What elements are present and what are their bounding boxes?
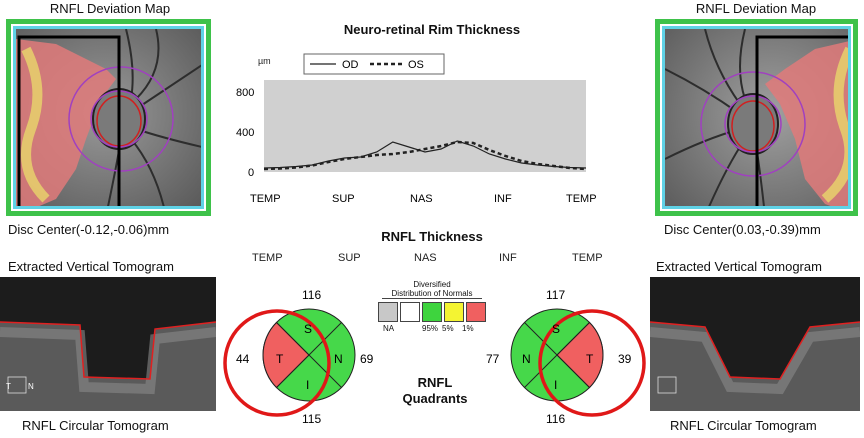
left-disc-center: Disc Center(-0.12,-0.06)mm: [8, 222, 170, 237]
swatch-na: [378, 302, 398, 322]
quadrants-title-2: Quadrants: [402, 391, 468, 406]
rim-thickness-chart: µm OD OS 800 400 0 TEMP SUP NAS INF TEMP: [236, 53, 597, 205]
os-sup-value: 117: [546, 288, 565, 302]
rnfl-x-sup: SUP: [338, 252, 361, 264]
od-sup-value: 116: [302, 288, 321, 302]
y-tick-0: 0: [248, 167, 254, 179]
left-circular-tomogram-label: RNFL Circular Tomogram: [22, 418, 169, 433]
label-1: 1%: [462, 324, 474, 333]
swatch-95: [422, 302, 442, 322]
normals-swatches: [376, 302, 488, 322]
od-temp-value: 44: [236, 352, 250, 366]
chart-plot-area: [264, 80, 586, 172]
legend: OD OS: [303, 53, 445, 75]
series-layer: [263, 140, 587, 171]
right-disc-center: Disc Center(0.03,-0.39)mm: [664, 222, 821, 237]
left-fundus-image: [13, 26, 204, 209]
normals-title-line2: Distribution of Normals: [382, 289, 482, 299]
od-n-label: N: [334, 352, 343, 366]
od-s-label: S: [304, 322, 312, 336]
series-os-line: [263, 140, 587, 171]
label-95: 95%: [422, 324, 439, 333]
os-temp-value: 39: [618, 352, 632, 366]
y-tick-400: 400: [236, 127, 254, 139]
os-inf-value: 116: [546, 412, 565, 425]
legend-od: OD: [342, 59, 359, 71]
left-map-title: RNFL Deviation Map: [49, 1, 171, 16]
os-n-label: N: [522, 352, 531, 366]
od-quadrant-diagram[interactable]: 116 44 69 115 S T N I: [214, 285, 374, 425]
swatch-5: [444, 302, 464, 322]
normals-title-line1: Diversified: [413, 280, 451, 289]
rnfl-x-temp-2: TEMP: [572, 252, 603, 264]
x-tick-sup: SUP: [332, 193, 355, 205]
x-tick-temp-2: TEMP: [566, 193, 597, 205]
right-vertical-tomogram-label: Extracted Vertical Tomogram: [656, 259, 822, 274]
rnfl-x-temp-1: TEMP: [252, 252, 283, 264]
os-nas-value: 77: [486, 352, 500, 366]
od-nas-value: 69: [360, 352, 374, 366]
x-tick-nas: NAS: [410, 193, 433, 205]
right-circular-tomogram-label: RNFL Circular Tomogram: [670, 418, 817, 433]
swatch-normal: [400, 302, 420, 322]
right-map-title: RNFL Deviation Map: [695, 1, 817, 16]
right-vertical-tomogram[interactable]: [650, 277, 860, 411]
x-tick-inf: INF: [494, 193, 512, 205]
left-deviation-map[interactable]: [6, 19, 211, 216]
quadrants-title-1: RNFL: [417, 375, 453, 390]
left-fundus-svg: [16, 29, 201, 206]
swatch-1: [466, 302, 486, 322]
right-fundus-image: [662, 26, 851, 209]
od-i-label: I: [306, 378, 309, 392]
os-t-label: T: [586, 352, 594, 366]
left-vertical-tomogram-label: Extracted Vertical Tomogram: [8, 259, 174, 274]
normals-labels: NA 95% 5% 1%: [376, 324, 488, 336]
os-i-label: I: [554, 378, 557, 392]
label-na: NA: [383, 324, 395, 333]
rim-chart-title: Neuro-retinal Rim Thickness: [343, 22, 521, 37]
rnfl-x-inf: INF: [499, 252, 517, 264]
os-quadrant-diagram[interactable]: 117 77 39 116 S N T I: [482, 285, 652, 425]
series-od-line: [263, 140, 587, 169]
od-t-label: T: [276, 352, 284, 366]
legend-os: OS: [408, 59, 424, 71]
x-tick-temp-1: TEMP: [250, 193, 281, 205]
left-vertical-tomogram[interactable]: T N: [0, 277, 216, 411]
od-inf-value: 115: [302, 412, 321, 425]
tomogram-marker-n: N: [28, 382, 34, 391]
os-s-label: S: [552, 322, 560, 336]
label-5: 5%: [442, 324, 454, 333]
right-fundus-svg: [665, 29, 848, 206]
tomogram-marker-t: T: [6, 382, 11, 391]
y-tick-800: 800: [236, 87, 254, 99]
normals-legend: Diversified Distribution of Normals NA 9…: [376, 280, 488, 336]
left-tomogram-svg: T N: [0, 277, 216, 411]
rnfl-thickness-title: RNFL Thickness: [381, 229, 483, 244]
right-tomogram-svg: [650, 277, 860, 411]
rnfl-x-nas: NAS: [414, 252, 437, 264]
right-deviation-map[interactable]: [655, 19, 858, 216]
y-axis-unit: µm: [258, 56, 271, 66]
